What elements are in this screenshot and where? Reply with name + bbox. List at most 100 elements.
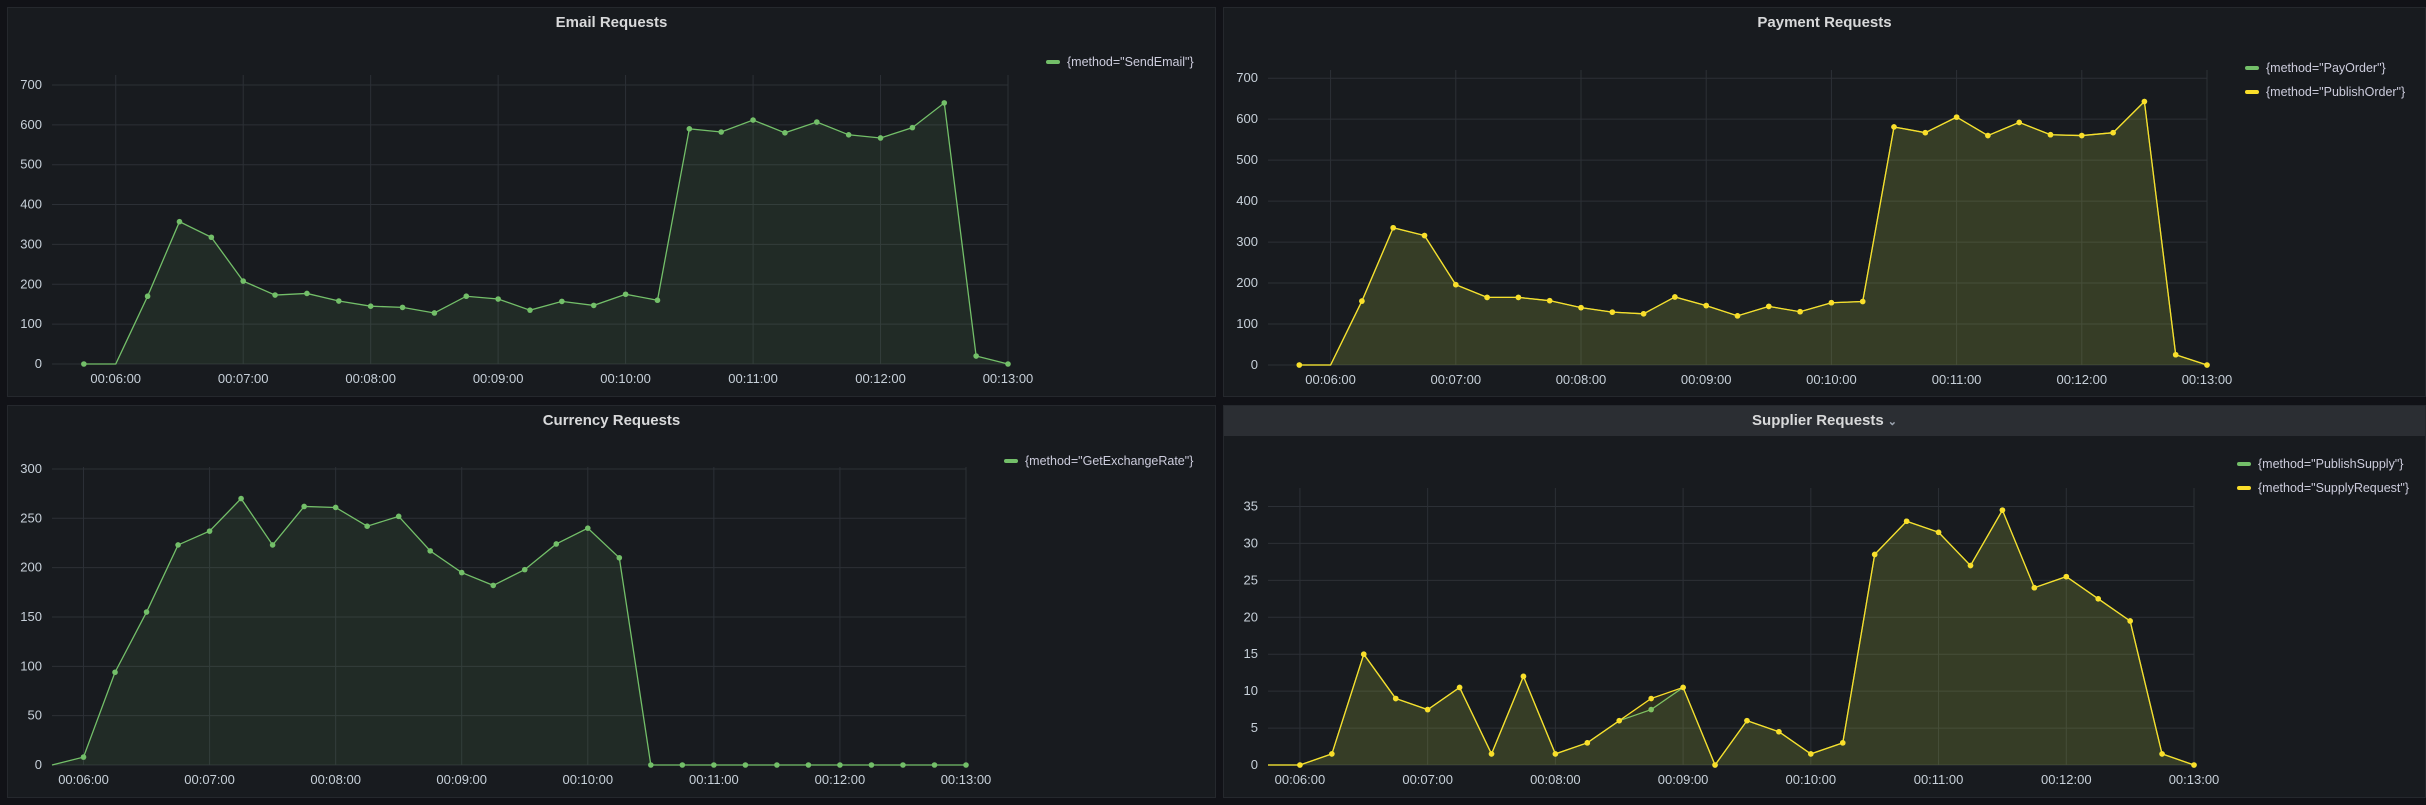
y-tick-label: 600 bbox=[1236, 111, 1258, 126]
series-1 bbox=[1296, 98, 2210, 368]
data-point bbox=[364, 523, 370, 530]
data-point bbox=[654, 297, 661, 304]
data-point bbox=[1484, 294, 1490, 301]
y-tick-label: 10 bbox=[1244, 683, 1258, 698]
panel-title[interactable]: Currency Requests bbox=[542, 412, 681, 429]
y-tick-label: 300 bbox=[20, 461, 42, 476]
currency-requests-chart: 0 50 100 150 200 250 300 00:06:00 00:07:00 00:08:… bbox=[20, 461, 992, 787]
x-tick-label: 00:09:00 bbox=[436, 772, 487, 787]
legend-item[interactable]: {method="SupplyRequest"} bbox=[2237, 476, 2409, 500]
data-point bbox=[584, 525, 591, 531]
y-tick-label: 400 bbox=[1236, 193, 1258, 208]
panel-title[interactable]: Supplier Requests bbox=[1752, 412, 1884, 429]
data-point bbox=[909, 124, 916, 131]
legend-item[interactable]: {method="GetExchangeRate"} bbox=[1004, 449, 1193, 473]
data-point bbox=[711, 762, 717, 768]
legend-label: {method="PublishSupply"} bbox=[2258, 457, 2404, 471]
legend-swatch bbox=[1046, 59, 1060, 64]
y-tick-label: 200 bbox=[20, 560, 42, 575]
data-point bbox=[206, 528, 213, 534]
data-point bbox=[1296, 362, 1303, 368]
x-tick-label: 00:06:00 bbox=[58, 772, 109, 787]
data-point bbox=[718, 129, 724, 135]
y-tick-label: 200 bbox=[1236, 275, 1258, 290]
data-point bbox=[1488, 751, 1495, 757]
legend-item[interactable]: {method="PayOrder"} bbox=[2245, 56, 2405, 80]
series-line bbox=[51, 497, 966, 766]
data-point bbox=[782, 130, 788, 136]
data-point bbox=[527, 307, 533, 313]
data-point bbox=[648, 762, 654, 768]
series-line bbox=[83, 101, 1009, 365]
y-tick-label: 0 bbox=[35, 356, 42, 371]
data-point bbox=[521, 566, 528, 573]
x-tick-label: 00:11:00 bbox=[689, 772, 739, 787]
x-tick-label: 00:13:00 bbox=[983, 371, 1034, 386]
x-tick-label: 00:07:00 bbox=[184, 772, 235, 787]
legend-swatch bbox=[2237, 461, 2251, 466]
data-point bbox=[2141, 98, 2148, 105]
x-tick-label: 00:13:00 bbox=[941, 772, 992, 787]
legend-item[interactable]: {method="PublishOrder"} bbox=[2245, 80, 2405, 104]
y-tick-label: 100 bbox=[20, 316, 42, 331]
data-point bbox=[1967, 562, 1974, 569]
data-point bbox=[1672, 294, 1678, 300]
panel-header[interactable]: Supplier Requests ⌄ bbox=[1224, 406, 2425, 436]
data-point bbox=[1903, 518, 1910, 525]
series-area bbox=[1299, 101, 2207, 365]
y-tick-label: 20 bbox=[1244, 609, 1258, 624]
data-point bbox=[1859, 298, 1866, 305]
data-point bbox=[1734, 313, 1741, 319]
panel-currency-requests: Currency Requests 0 50 100 150 200 250 300 00:0… bbox=[7, 405, 1216, 798]
data-point bbox=[1922, 129, 1929, 136]
data-point bbox=[336, 298, 342, 304]
legend-item[interactable]: {method="PublishSupply"} bbox=[2237, 452, 2409, 476]
x-tick-label: 00:08:00 bbox=[1530, 772, 1581, 787]
data-point bbox=[805, 762, 812, 768]
data-point bbox=[2110, 129, 2116, 136]
data-point bbox=[1648, 706, 1654, 713]
data-point bbox=[590, 302, 597, 309]
x-tick-label: 00:06:00 bbox=[1275, 772, 1326, 787]
data-point bbox=[1640, 310, 1647, 317]
data-point bbox=[395, 513, 402, 520]
data-point bbox=[1520, 673, 1527, 680]
y-tick-label: 150 bbox=[20, 609, 42, 624]
x-tick-label: 00:06:00 bbox=[1305, 372, 1356, 387]
data-point bbox=[175, 542, 181, 548]
x-tick-label: 00:10:00 bbox=[1786, 772, 1837, 787]
series-area bbox=[83, 102, 1008, 365]
data-point bbox=[1392, 695, 1399, 702]
data-point bbox=[616, 554, 623, 561]
data-point bbox=[144, 293, 151, 300]
data-point bbox=[868, 762, 875, 768]
data-point bbox=[931, 762, 938, 768]
x-tick-label: 00:10:00 bbox=[600, 371, 651, 386]
data-point bbox=[1999, 507, 2006, 513]
data-point bbox=[1297, 762, 1303, 768]
data-point bbox=[774, 762, 780, 768]
chevron-down-icon[interactable]: ⌄ bbox=[1887, 416, 1897, 428]
panel-title[interactable]: Payment Requests bbox=[1757, 14, 1892, 31]
data-point bbox=[1005, 361, 1011, 367]
legend-label: {method="SupplyRequest"} bbox=[2258, 481, 2409, 495]
data-point bbox=[1766, 303, 1772, 310]
data-point bbox=[80, 754, 87, 760]
x-tick-label: 00:13:00 bbox=[2169, 772, 2220, 787]
grid bbox=[1268, 488, 2195, 766]
grid bbox=[52, 467, 967, 766]
data-point bbox=[238, 495, 244, 502]
data-point bbox=[332, 504, 339, 511]
panel-title[interactable]: Email Requests bbox=[555, 14, 668, 31]
x-tick-label: 00:12:00 bbox=[2041, 772, 2092, 787]
legend-item[interactable]: {method="SendEmail"} bbox=[1046, 50, 1194, 74]
panel-supplier-requests: Supplier Requests ⌄ 0 5 10 15 20 25 30 35 00:06:0… bbox=[1223, 405, 2426, 798]
data-point bbox=[1515, 294, 1522, 301]
data-point bbox=[81, 361, 87, 367]
series-0 bbox=[81, 100, 1011, 367]
y-tick-label: 300 bbox=[1236, 234, 1258, 249]
data-point bbox=[269, 542, 276, 548]
data-point bbox=[1935, 529, 1942, 536]
data-point bbox=[112, 669, 118, 676]
legend: {method="PublishSupply"} {method="SupplyR… bbox=[2237, 452, 2409, 500]
